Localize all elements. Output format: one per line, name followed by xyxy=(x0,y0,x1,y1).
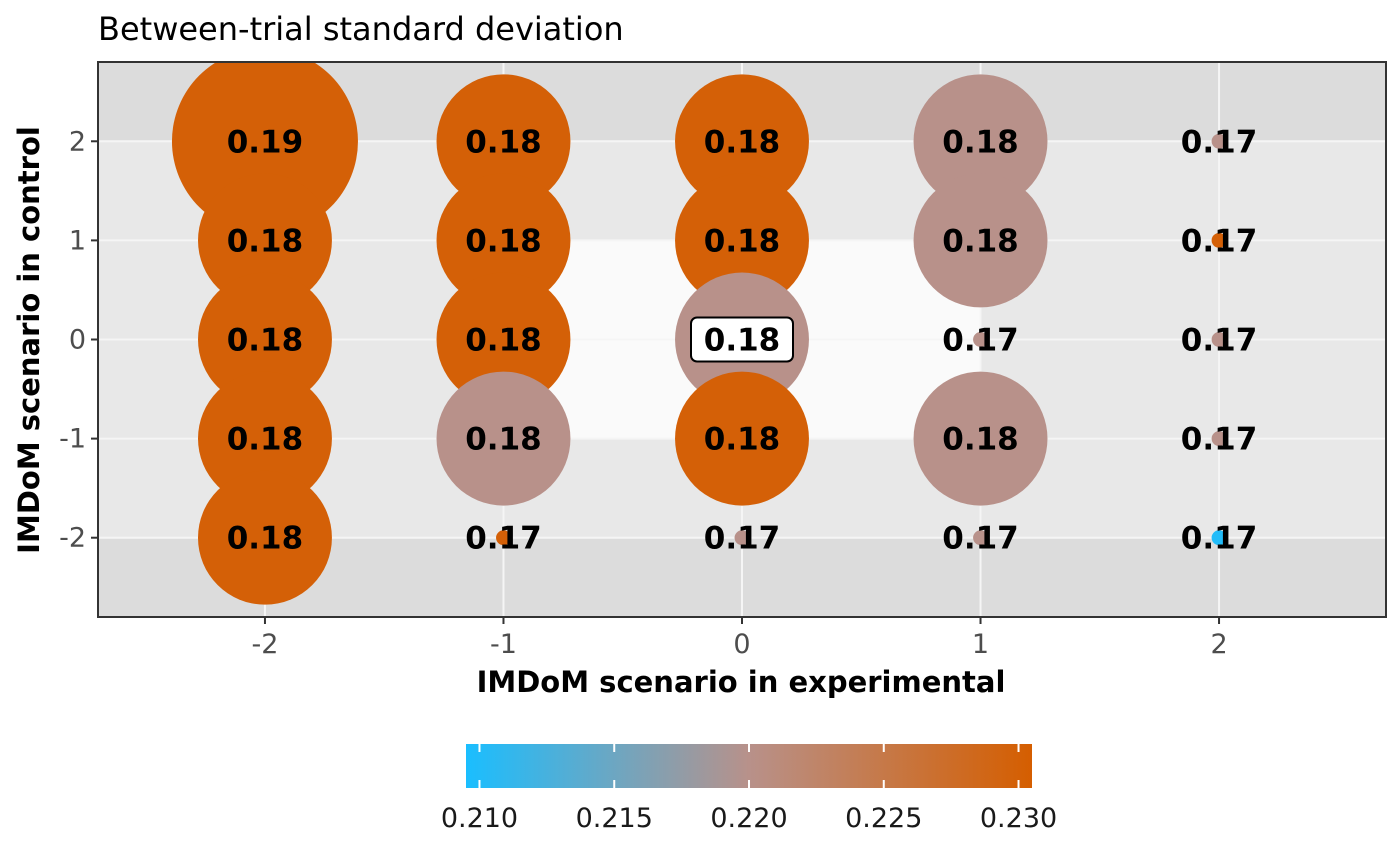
colorbar-tick-label: 0.215 xyxy=(576,803,653,834)
colorbar-tick-label: 0.220 xyxy=(710,803,787,834)
data-point xyxy=(171,62,358,235)
x-axis-title: IMDoM scenario in experimental xyxy=(477,665,1006,699)
data-label: 0.17 xyxy=(1181,223,1258,259)
data-points xyxy=(171,62,1227,605)
x-tick-label: 2 xyxy=(1210,629,1227,660)
data-label: 0.18 xyxy=(227,323,304,359)
data-label: 0.18 xyxy=(465,223,542,259)
data-label: 0.18 xyxy=(704,124,781,160)
colorbar-legend: 0.210 0.215 0.220 0.225 0.230 xyxy=(441,744,1057,834)
reference-label-box xyxy=(690,316,794,363)
data-point xyxy=(913,173,1048,308)
data-point xyxy=(675,173,809,308)
data-label: 0.17 xyxy=(1181,124,1258,160)
data-point xyxy=(675,74,809,209)
colorbar-tick-label: 0.210 xyxy=(441,803,518,834)
data-point xyxy=(913,74,1048,209)
x-tick-label: 0 xyxy=(733,629,750,660)
data-label: 0.17 xyxy=(1181,521,1258,557)
y-tick-label: 2 xyxy=(69,126,86,157)
data-label: 0.17 xyxy=(942,323,1019,359)
y-tick-label: -1 xyxy=(59,424,86,455)
chart-title: Between-trial standard deviation xyxy=(98,10,624,48)
data-label: 0.18 xyxy=(465,422,542,458)
data-label: 0.17 xyxy=(942,521,1019,557)
data-point xyxy=(913,371,1048,506)
x-axis-ticks: -2 -1 0 1 2 xyxy=(252,617,1228,660)
data-point xyxy=(1211,332,1227,347)
data-point xyxy=(198,371,332,506)
data-label: 0.18 xyxy=(942,422,1019,458)
x-tick-label: -1 xyxy=(490,629,517,660)
data-label: 0.17 xyxy=(704,521,781,557)
y-axis-ticks: 2 1 0 -1 -2 xyxy=(59,126,98,554)
data-point xyxy=(436,371,571,506)
data-point xyxy=(1211,431,1227,447)
data-label: 0.18 xyxy=(465,124,542,160)
data-label: 0.18 xyxy=(942,124,1019,160)
x-tick-label: 1 xyxy=(972,629,989,660)
data-point xyxy=(973,332,988,347)
data-point xyxy=(198,173,332,308)
data-point xyxy=(675,371,809,506)
data-point xyxy=(198,272,332,407)
data-label: 0.18 xyxy=(704,422,781,458)
data-point xyxy=(496,530,511,546)
colorbar-tick-label: 0.230 xyxy=(980,803,1057,834)
data-point xyxy=(198,470,332,605)
data-labels: 0.19 0.18 0.18 0.18 0.17 0.18 0.18 0.18 0.18 0.17… xyxy=(227,124,1258,556)
colorbar-tick-label: 0.225 xyxy=(845,803,922,834)
data-point xyxy=(734,530,750,546)
data-label: 0.18 xyxy=(942,223,1019,259)
data-point xyxy=(436,272,571,407)
data-point xyxy=(1211,232,1227,248)
data-label: 0.18 xyxy=(465,323,542,359)
data-label: 0.17 xyxy=(1181,323,1258,359)
data-label: 0.18 xyxy=(227,521,304,557)
data-label: 0.18 xyxy=(704,223,781,259)
data-label: 0.17 xyxy=(1181,422,1258,458)
y-tick-label: 0 xyxy=(69,325,86,356)
y-tick-label: -2 xyxy=(59,523,86,554)
data-label: 0.17 xyxy=(465,521,542,557)
data-point xyxy=(436,173,571,308)
colorbar-ticks: 0.210 0.215 0.220 0.225 0.230 xyxy=(441,744,1057,834)
data-point xyxy=(1211,530,1227,546)
y-axis-title: IMDoM scenario in control xyxy=(12,126,46,554)
y-tick-label: 1 xyxy=(69,225,86,256)
data-label: 0.18 xyxy=(227,422,304,458)
data-point xyxy=(973,530,988,546)
x-tick-label: -2 xyxy=(252,629,279,660)
data-point xyxy=(436,74,571,209)
data-label: 0.18 xyxy=(704,323,781,359)
data-point xyxy=(1211,133,1227,149)
data-label: 0.18 xyxy=(227,223,304,259)
data-label: 0.19 xyxy=(227,124,304,160)
